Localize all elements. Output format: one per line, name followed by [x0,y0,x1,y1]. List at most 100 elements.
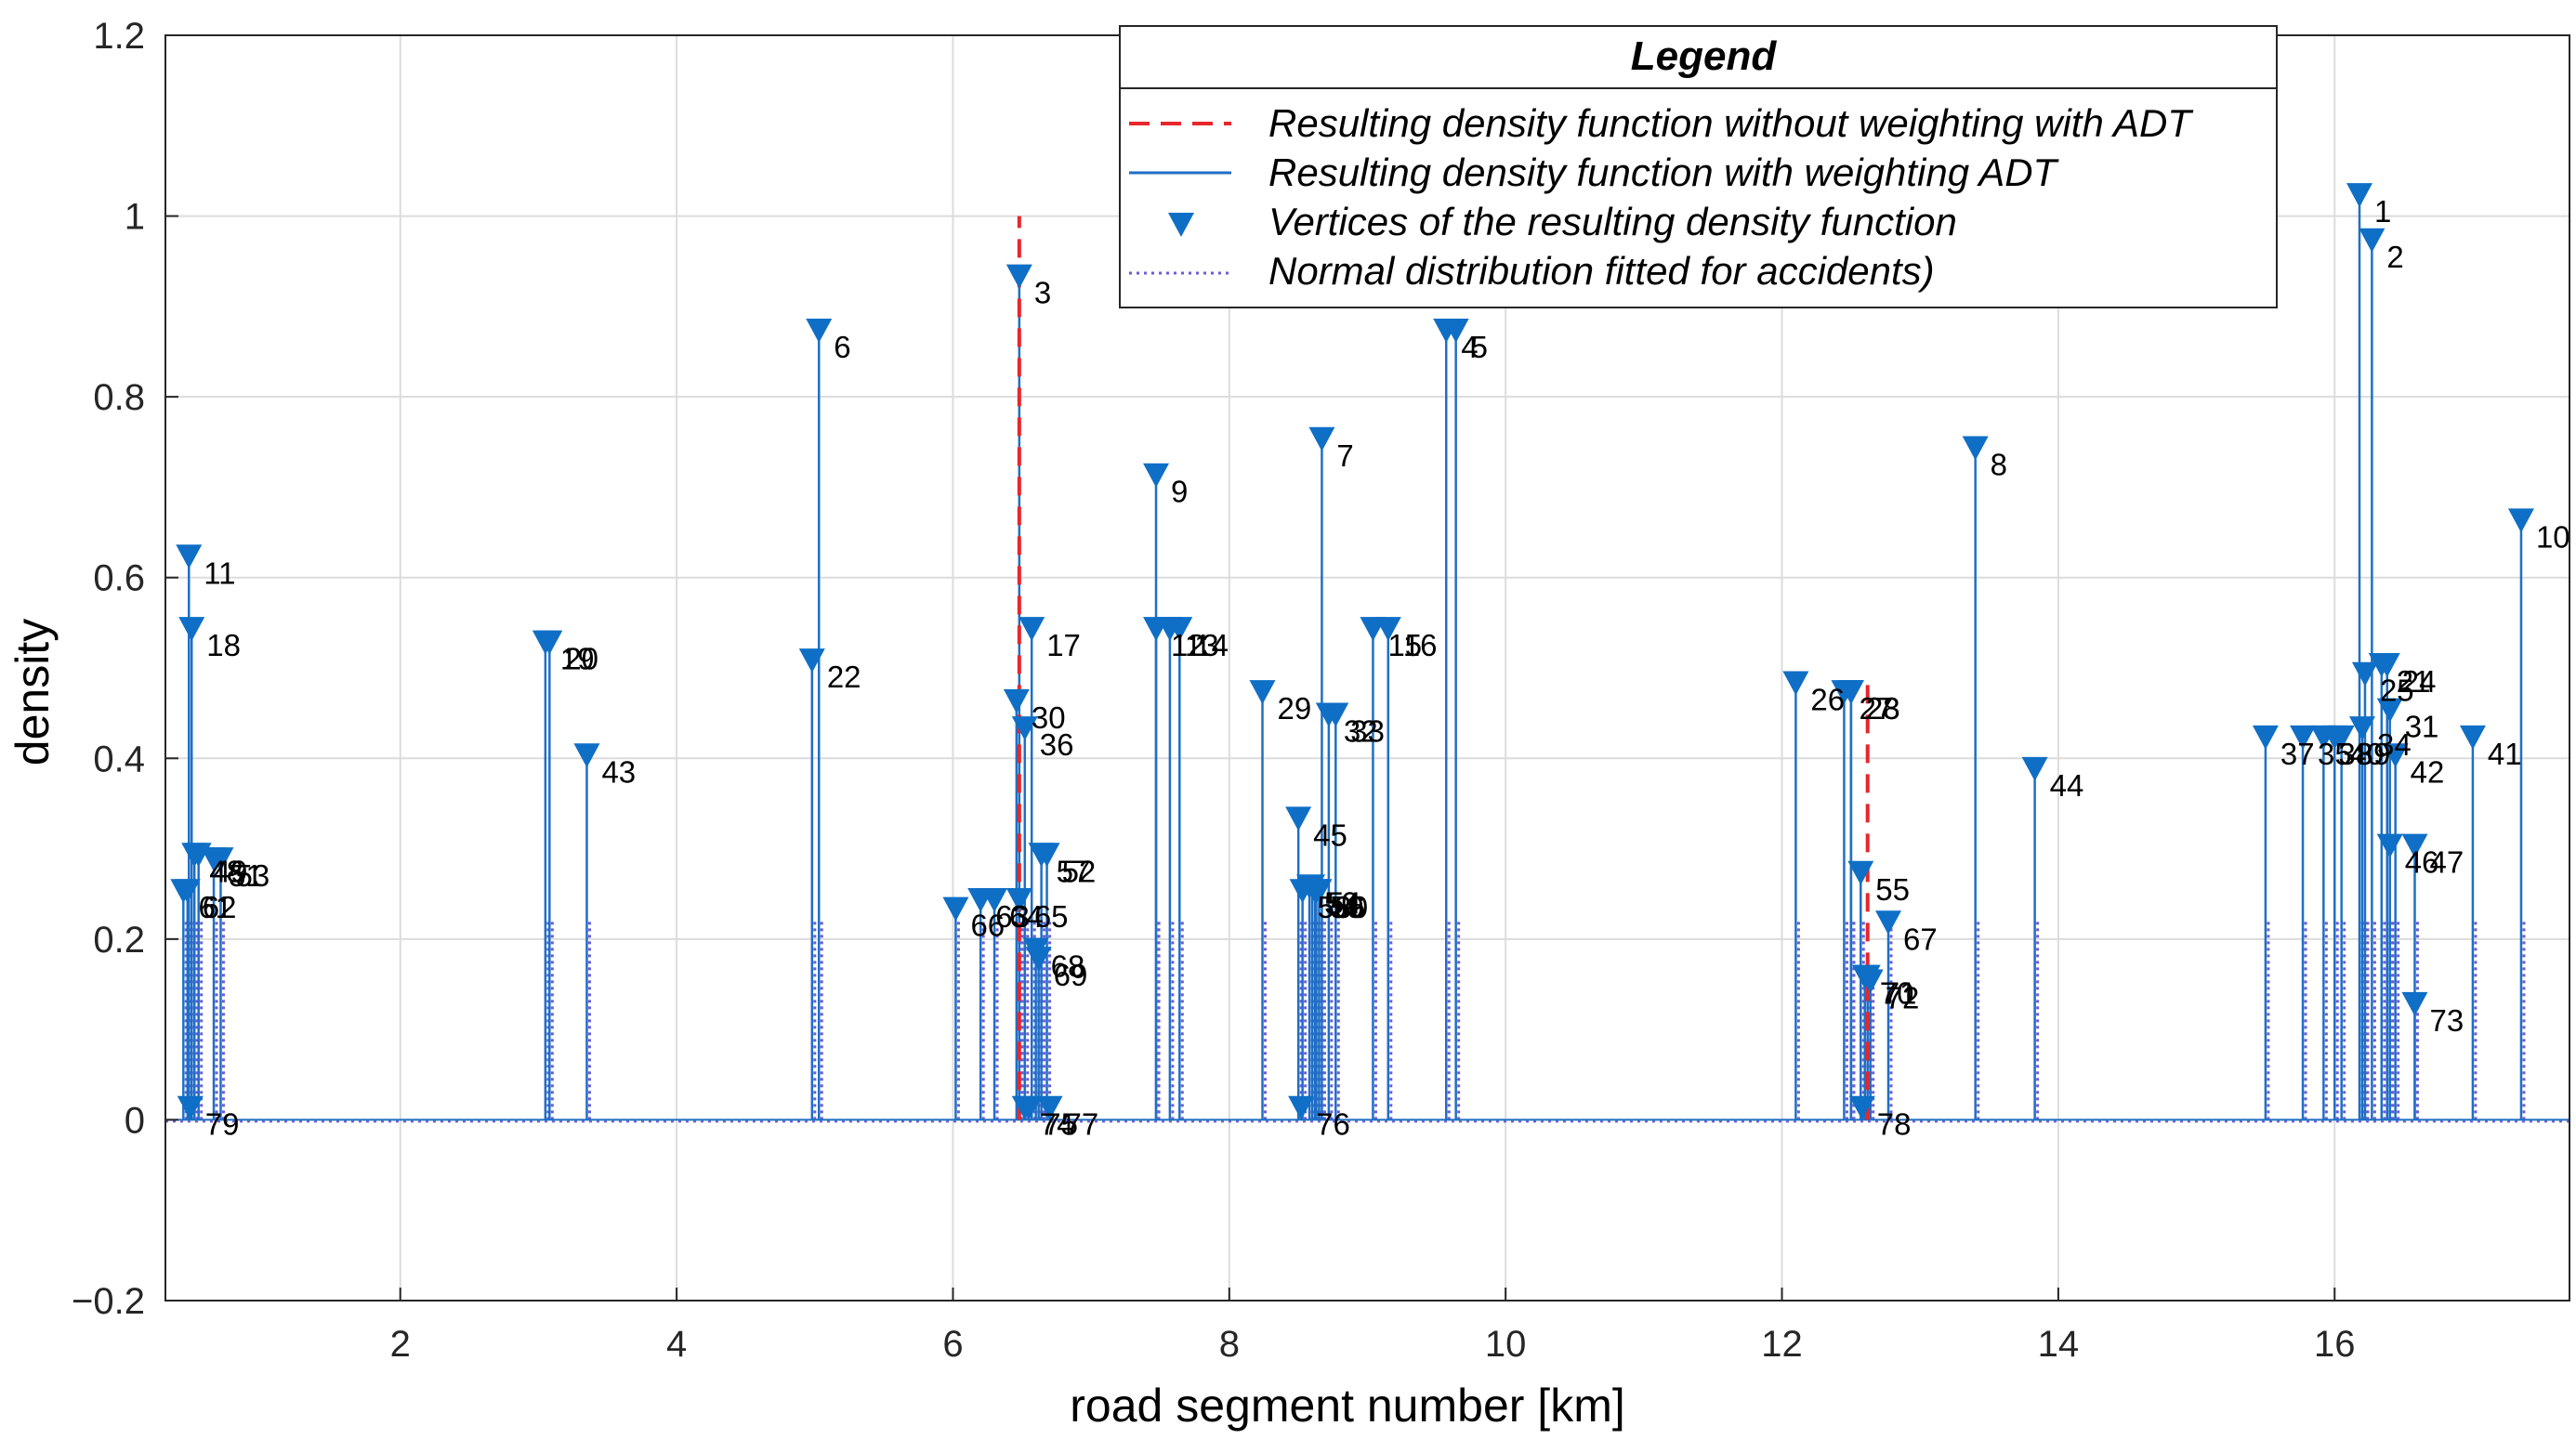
vertex-marker [2373,653,2400,677]
vertex-label: 15 [1387,628,1422,662]
vertex-label: 11 [204,556,235,590]
x-axis-label: road segment number [km] [1070,1380,1625,1432]
x-tick-label: 10 [1485,1324,1527,1365]
legend-title: Legend [1631,33,1778,79]
vertex-label: 77 [1065,1107,1099,1142]
vertex-label: 61 [198,890,232,924]
vertex-label: 65 [1034,899,1069,934]
vertex-marker [2376,833,2403,858]
vertex-label: 40 [2349,737,2384,771]
vertex-label: 23 [1866,691,1900,726]
legend-entry-weighted: Resulting density function with weightin… [1268,150,2060,194]
vertex-marker [1249,680,1276,705]
vertex-label: 69 [1054,958,1088,992]
y-tick-label: 1.2 [93,16,145,57]
vertex-marker [1036,1095,1063,1120]
vertex-label: 48 [209,854,243,888]
vertex-marker [176,544,203,569]
vertex-label: 21 [2397,664,2431,699]
vertex-markers [170,183,2534,1120]
vertex-label: 5 [1471,330,1488,364]
vertex-label: 52 [1062,854,1097,888]
vertex-label: 60 [1334,890,1368,924]
vertex-label: 32 [1344,714,1378,749]
x-tick-label: 16 [2314,1324,2356,1365]
vertex-label: 79 [205,1107,240,1142]
x-tick-label: 12 [1761,1324,1803,1365]
vertex-label: 50 [1324,885,1359,920]
vertex-label: 31 [2405,710,2439,744]
vertex-label: 28 [1866,691,1900,726]
vertex-marker [1308,426,1335,451]
vertex-label: 62 [203,890,237,924]
weighted-density-series [165,198,2569,1121]
vertex-marker [1025,947,1052,972]
vertex-marker [2401,991,2428,1016]
vertex-marker [1028,843,1055,868]
vertex-marker [2376,698,2403,723]
legend-entry-normal: Normal distribution fitted for accidents… [1268,249,1935,293]
vertex-label: 9 [1171,475,1188,509]
vertex-marker [1285,806,1312,831]
vertex-marker [981,887,1008,912]
vertex-label: 67 [1903,922,1938,956]
vertex-marker [1019,617,1045,642]
x-tick-label: 14 [2038,1324,2080,1365]
vertex-marker [536,630,563,655]
vertex-label: 8 [1991,448,2007,482]
vertex-marker [942,896,969,922]
vertex-label: 22 [827,660,861,694]
vertex-marker [1875,910,1902,935]
vertex-label: 55 [1875,872,1910,907]
vertex-label: 58 [1318,890,1352,924]
vertex-label: 47 [2429,845,2464,880]
vertex-marker [2321,725,2348,750]
x-tick-label: 6 [942,1324,963,1365]
vertex-marker [1847,860,1874,885]
vertex-marker [1962,436,1989,461]
y-axis-ticks: −0.2 0 0.2 0.4 0.6 0.8 1 1.2 [72,16,178,1322]
vertex-label: 44 [2050,768,2084,803]
legend-box [1119,25,2278,308]
vertex-label: 35 [2318,737,2352,771]
vertex-marker [1848,1095,1875,1120]
vertex-marker [2348,716,2375,741]
vertex-label: 30 [1032,700,1066,735]
vertex-marker [2507,508,2534,533]
vertex-label: 42 [2411,754,2445,789]
vertex-marker [1782,671,1809,696]
y-tick-label: −0.2 [72,1281,145,1322]
vertex-label: 63 [995,899,1030,934]
vertex-marker [1005,887,1032,912]
vertex-label: 66 [970,909,1005,943]
y-tick-label: 0.8 [93,377,145,418]
vertex-marker [2252,725,2279,750]
legend-entry-vertices: Vertices of the resulting density functi… [1268,200,1957,243]
vertex-marker [2021,756,2048,781]
vertex-label: 51 [229,858,263,893]
vertex-marker [798,648,825,674]
vertex-label: 19 [560,642,595,676]
vertex-marker [207,847,234,872]
vertex-label: 70 [1880,976,1914,1011]
x-tick-label: 8 [1219,1324,1240,1365]
vertex-label: 14 [1194,628,1229,662]
vertex-marker [806,319,833,344]
vertex-label: 56 [1331,890,1365,924]
vertex-label: 73 [2429,1003,2464,1038]
vertex-label: 72 [1886,981,1920,1015]
vertex-marker [1143,463,1170,488]
vertex-label: 18 [206,628,241,662]
vertex-label: 78 [1877,1107,1912,1142]
vertex-marker [1837,680,1864,705]
vertex-label: 2 [2386,240,2403,274]
vertex-label: 1 [2374,194,2391,229]
vertex-label: 37 [2280,737,2315,771]
vertex-label: 26 [1810,682,1845,716]
vertex-label: 4 [1461,330,1478,364]
vertex-label: 76 [1316,1107,1350,1142]
vertex-label: 36 [1040,727,1074,762]
vertex-label: 68 [1051,948,1085,983]
x-tick-label: 4 [666,1324,687,1365]
